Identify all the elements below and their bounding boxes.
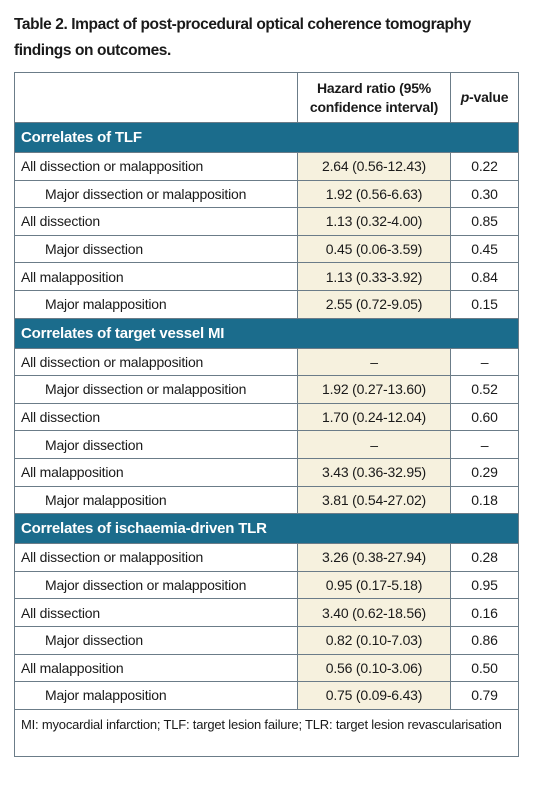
row-label: All dissection or malapposition [14, 347, 298, 377]
data-row: Major dissection 0.45 (0.06-3.59) 0.45 [14, 234, 519, 264]
hazard-ratio: 1.13 (0.33-3.92) [297, 262, 451, 291]
data-row: All malapposition 3.43 (0.36-32.95) 0.29 [14, 457, 519, 487]
row-label: All dissection [14, 402, 298, 432]
data-row: Major malapposition 0.75 (0.09-6.43) 0.79 [14, 681, 519, 710]
hazard-ratio: 0.95 (0.17-5.18) [297, 570, 451, 600]
p-value: 0.28 [450, 543, 519, 572]
data-row: Major malapposition 2.55 (0.72-9.05) 0.15 [14, 289, 519, 319]
row-label: Major malapposition [14, 485, 298, 515]
row-label: Major malapposition [14, 681, 298, 710]
row-label: All dissection or malapposition [14, 152, 298, 181]
section-title: Correlates of TLF [14, 122, 519, 153]
data-row: Major dissection 0.82 (0.10-7.03) 0.86 [14, 625, 519, 655]
hazard-ratio: 0.82 (0.10-7.03) [297, 625, 451, 655]
section-row: Correlates of TLF [14, 122, 519, 153]
header-cell: Hazard ratio (95% confidence interval) [297, 72, 451, 123]
p-value: – [450, 347, 519, 377]
hazard-ratio: 3.81 (0.54-27.02) [297, 485, 451, 515]
p-value: 0.45 [450, 234, 519, 264]
p-value: 0.29 [450, 457, 519, 487]
row-label: Major dissection or malapposition [14, 570, 298, 600]
section-title: Correlates of target vessel MI [14, 317, 519, 349]
p-value: 0.84 [450, 262, 519, 291]
row-label: All dissection or malapposition [14, 543, 298, 572]
hazard-ratio: 2.55 (0.72-9.05) [297, 289, 451, 319]
hazard-ratio: 3.26 (0.38-27.94) [297, 543, 451, 572]
data-row: All malapposition 0.56 (0.10-3.06) 0.50 [14, 653, 519, 683]
table-title: Table 2. Impact of post-procedural optic… [14, 16, 471, 59]
data-row: Major dissection or malapposition 1.92 (0… [14, 375, 519, 404]
section-row: Correlates of ischaemia-driven TLR [14, 513, 519, 545]
data-row: All dissection 1.70 (0.24-12.04) 0.60 [14, 402, 519, 432]
data-row: All dissection or malapposition 2.64 (0.5… [14, 152, 519, 181]
row-label: Major dissection [14, 625, 298, 655]
row-label: Major malapposition [14, 289, 298, 319]
p-value: – [450, 430, 519, 459]
hazard-ratio: 3.43 (0.36-32.95) [297, 457, 451, 487]
hazard-ratio: 1.70 (0.24-12.04) [297, 402, 451, 432]
row-label: All dissection [14, 207, 298, 236]
hazard-ratio: – [297, 347, 451, 377]
header-row: Hazard ratio (95% confidence interval) p… [14, 72, 519, 123]
p-value: 0.79 [450, 681, 519, 710]
p-value: 0.86 [450, 625, 519, 655]
footnote: MI: myocardial infarction; TLF: target l… [14, 708, 519, 757]
p-value: 0.52 [450, 375, 519, 404]
data-row: All dissection or malapposition – – [14, 347, 519, 377]
p-value: 0.60 [450, 402, 519, 432]
row-label: Major dissection or malapposition [14, 375, 298, 404]
header-cell [14, 72, 298, 123]
p-value: 0.30 [450, 179, 519, 209]
row-label: Major dissection [14, 430, 298, 459]
data-row: All malapposition 1.13 (0.33-3.92) 0.84 [14, 262, 519, 291]
footnote-row: MI: myocardial infarction; TLF: target l… [14, 708, 519, 757]
hazard-ratio: 3.40 (0.62-18.56) [297, 598, 451, 627]
hazard-ratio: 0.75 (0.09-6.43) [297, 681, 451, 710]
p-value: 0.85 [450, 207, 519, 236]
hazard-ratio: – [297, 430, 451, 459]
data-row: Major malapposition 3.81 (0.54-27.02) 0.18 [14, 485, 519, 515]
hazard-ratio: 1.13 (0.32-4.00) [297, 207, 451, 236]
hazard-ratio: 1.92 (0.27-13.60) [297, 375, 451, 404]
section-title: Correlates of ischaemia-driven TLR [14, 513, 519, 545]
hazard-ratio: 2.64 (0.56-12.43) [297, 152, 451, 181]
header-cell: p-value [450, 72, 519, 123]
data-row: Major dissection – – [14, 430, 519, 459]
row-label: All dissection [14, 598, 298, 627]
hazard-ratio: 0.45 (0.06-3.59) [297, 234, 451, 264]
row-label: Major dissection or malapposition [14, 179, 298, 209]
row-label: All malapposition [14, 653, 298, 683]
row-label: Major dissection [14, 234, 298, 264]
row-label: All malapposition [14, 457, 298, 487]
table: Hazard ratio (95% confidence interval) p… [14, 72, 519, 757]
section-row: Correlates of target vessel MI [14, 317, 519, 349]
p-value: 0.15 [450, 289, 519, 319]
hazard-ratio: 1.92 (0.56-6.63) [297, 179, 451, 209]
row-label: All malapposition [14, 262, 298, 291]
data-row: All dissection 3.40 (0.62-18.56) 0.16 [14, 598, 519, 627]
header-text: p [460, 89, 470, 105]
header-text: -value [469, 89, 509, 105]
p-value: 0.95 [450, 570, 519, 600]
p-value: 0.50 [450, 653, 519, 683]
p-value: 0.18 [450, 485, 519, 515]
data-row: Major dissection or malapposition 1.92 (0… [14, 179, 519, 209]
p-value: 0.16 [450, 598, 519, 627]
data-row: All dissection 1.13 (0.32-4.00) 0.85 [14, 207, 519, 236]
p-value: 0.22 [450, 152, 519, 181]
data-row: All dissection or malapposition 3.26 (0.3… [14, 543, 519, 572]
data-row: Major dissection or malapposition 0.95 (0… [14, 570, 519, 600]
hazard-ratio: 0.56 (0.10-3.06) [297, 653, 451, 683]
